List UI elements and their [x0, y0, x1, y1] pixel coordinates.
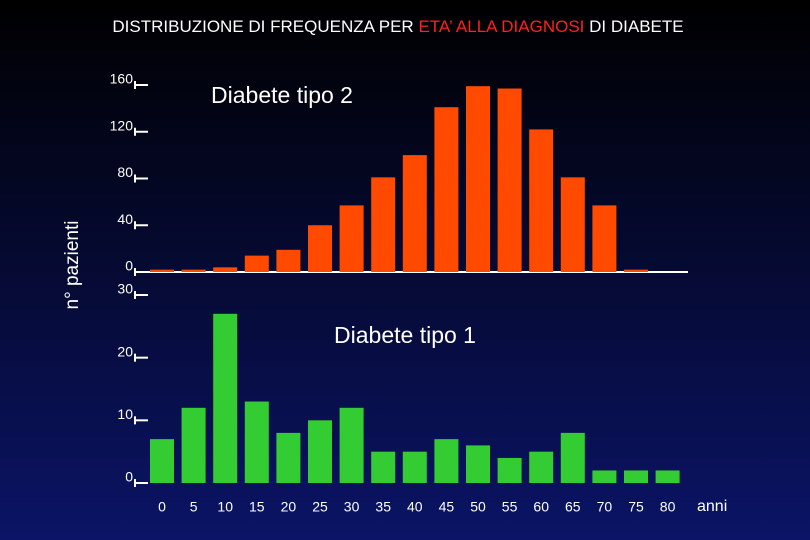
x-tick-label: 45	[439, 499, 455, 515]
bar	[181, 407, 206, 483]
x-tick-label: 10	[217, 499, 233, 515]
bar	[560, 177, 585, 272]
bar	[213, 313, 238, 483]
y-tick-label: 0	[125, 258, 133, 274]
x-tick-label: 60	[533, 499, 549, 515]
bar	[308, 225, 332, 272]
x-tick-label: 65	[565, 499, 581, 515]
bar	[529, 451, 554, 483]
bar	[655, 470, 680, 483]
bar	[560, 432, 585, 483]
x-tick-label: 50	[470, 499, 486, 515]
annotation: Diabete tipo 2	[211, 82, 353, 108]
bar	[150, 269, 174, 272]
x-tick-label: 70	[597, 499, 613, 515]
bar	[339, 407, 364, 483]
annotation: Diabete tipo 1	[334, 322, 476, 348]
bar	[529, 129, 554, 272]
x-tick-label: 80	[660, 499, 676, 515]
y-tick-label: 20	[117, 343, 133, 359]
bar	[434, 107, 459, 272]
bar	[466, 445, 490, 483]
y-tick-label: 10	[117, 406, 133, 422]
x-tick-label: 0	[158, 499, 166, 515]
bar	[181, 269, 206, 272]
y-tick-label: 120	[110, 117, 134, 133]
y-tick-label: 40	[117, 211, 133, 227]
bar	[624, 269, 648, 272]
x-tick-label: 20	[281, 499, 297, 515]
x-tick-label: 55	[502, 499, 518, 515]
y-tick-label: 0	[125, 469, 133, 485]
bar	[497, 88, 522, 272]
x-tick-label: 5	[190, 499, 198, 515]
y-tick-label: 160	[110, 71, 134, 87]
bar	[213, 267, 238, 272]
x-tick-label: 75	[628, 499, 644, 515]
bar	[371, 177, 396, 272]
bar	[339, 205, 364, 272]
x-tick-label: 30	[344, 499, 360, 515]
x-axis-label: anni	[697, 498, 727, 515]
x-tick-label: 15	[249, 499, 265, 515]
bar	[371, 451, 396, 483]
y-axis-label: n° pazienti	[62, 221, 83, 310]
chart-title: DISTRIBUZIONE DI FREQUENZA PER ETA’ ALLA…	[112, 17, 683, 36]
x-tick-label: 25	[312, 499, 328, 515]
y-tick-label: 30	[117, 281, 133, 297]
bar	[402, 155, 427, 272]
bar	[276, 432, 301, 483]
title-part: DISTRIBUZIONE DI FREQUENZA PER	[112, 17, 413, 36]
title-part: DI DIABETE	[589, 17, 683, 36]
bar	[592, 205, 617, 272]
bar	[592, 470, 617, 483]
bar	[244, 401, 269, 483]
bar	[244, 255, 269, 272]
bar	[497, 457, 522, 483]
x-tick-label: 35	[375, 499, 391, 515]
bar	[434, 439, 459, 483]
bar	[308, 420, 332, 483]
bar	[402, 451, 427, 483]
title-part: ETA’ ALLA DIAGNOSI	[418, 17, 584, 36]
y-tick-label: 80	[117, 164, 133, 180]
bar	[276, 249, 301, 272]
x-tick-label: 40	[407, 499, 423, 515]
bar	[624, 470, 648, 483]
bar	[466, 86, 490, 272]
bar	[150, 439, 174, 483]
